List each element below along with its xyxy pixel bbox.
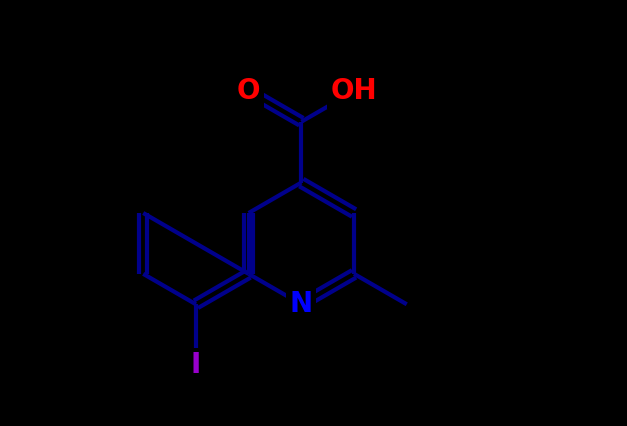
Text: N: N bbox=[290, 290, 313, 318]
Text: OH: OH bbox=[330, 77, 377, 105]
Text: O: O bbox=[237, 77, 260, 105]
Text: I: I bbox=[191, 351, 201, 379]
